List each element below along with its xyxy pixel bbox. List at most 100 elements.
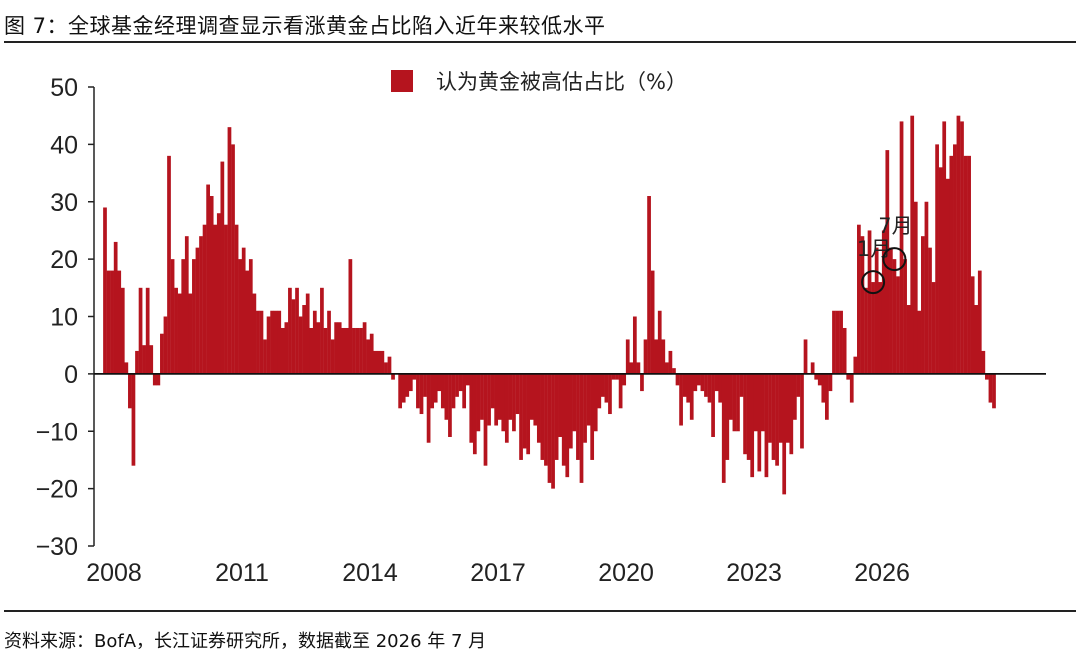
bar (113, 241, 118, 374)
bar (216, 213, 221, 374)
bar (551, 373, 555, 489)
bar (501, 373, 506, 432)
bar (295, 287, 299, 374)
bar (369, 333, 374, 374)
bar (611, 373, 616, 380)
bar (206, 184, 210, 374)
y-tick-label: −30 (36, 533, 78, 561)
bar (465, 373, 470, 386)
bar (284, 322, 289, 374)
bar (426, 373, 431, 443)
bar (330, 339, 335, 374)
bar (789, 373, 794, 455)
bar-series (103, 115, 996, 495)
bar (416, 373, 420, 409)
bar (857, 224, 861, 374)
bar (455, 373, 459, 397)
bar (469, 373, 474, 443)
bar (967, 155, 971, 374)
bar (760, 373, 765, 432)
bar (821, 373, 826, 403)
bar (640, 373, 644, 392)
bar (625, 339, 630, 374)
bar (408, 373, 413, 392)
bar (892, 259, 897, 374)
y-tick-label: 10 (50, 304, 78, 332)
figure-title: 图 7：全球基金经理调查显示看涨黄金占比陷入近年来较低水平 (4, 14, 606, 38)
x-tick-label: 2026 (854, 559, 910, 587)
bar (661, 339, 666, 374)
bar (241, 247, 246, 374)
bar (704, 373, 708, 397)
bar (497, 373, 502, 420)
bar (192, 259, 196, 374)
bar (472, 373, 477, 455)
bar (135, 350, 139, 374)
bar (309, 327, 314, 374)
bar (565, 373, 570, 478)
bar (273, 310, 278, 374)
bar (106, 270, 111, 374)
bar (298, 316, 303, 374)
bar (160, 333, 164, 374)
bottom-rule (4, 610, 1076, 612)
bar (533, 373, 538, 426)
bar (828, 373, 833, 392)
bar (970, 276, 975, 374)
source-note: 资料来源：BofA，长江证券研究所，数据截至 2026 年 7 月 (4, 631, 487, 652)
annotation-circle (882, 247, 907, 272)
bar (597, 373, 602, 409)
bar (480, 373, 484, 420)
bar (224, 224, 228, 374)
bar (568, 373, 573, 449)
bar (540, 373, 545, 460)
bar (899, 121, 904, 374)
bar (714, 373, 719, 392)
bar (401, 373, 406, 403)
bar (128, 373, 132, 409)
bar (647, 196, 651, 374)
bar (209, 196, 214, 374)
bar (768, 373, 772, 443)
bar (853, 356, 858, 374)
bar (167, 155, 171, 374)
bar (231, 144, 235, 374)
bar (921, 236, 925, 374)
bar (366, 339, 371, 374)
bar (949, 155, 954, 374)
bar (608, 373, 612, 415)
bar (138, 287, 143, 374)
bar (529, 373, 534, 420)
annotation-label: 7月 (878, 214, 912, 238)
bar (110, 270, 114, 374)
bar (536, 373, 541, 443)
x-tick-label: 2017 (470, 559, 526, 587)
bar (145, 287, 150, 374)
bar (117, 270, 122, 374)
bar (657, 310, 662, 374)
bar (917, 310, 922, 374)
bar (202, 224, 207, 374)
bar (199, 236, 203, 374)
bar (963, 155, 968, 374)
bar (650, 270, 655, 374)
bar (728, 373, 733, 420)
bar (288, 287, 292, 374)
bar (682, 373, 687, 397)
bar (739, 373, 744, 397)
bar (131, 373, 136, 466)
bar (622, 373, 627, 386)
bar (803, 339, 808, 374)
bar (586, 373, 591, 426)
bar (572, 373, 577, 432)
bar (376, 350, 381, 374)
bar (508, 373, 513, 420)
bar (643, 339, 648, 374)
bar (494, 373, 499, 426)
bar (992, 373, 996, 409)
bar (839, 310, 843, 374)
bar (885, 150, 890, 374)
bar (554, 373, 559, 460)
legend-label: 认为黄金被高估占比（%） (436, 70, 687, 94)
